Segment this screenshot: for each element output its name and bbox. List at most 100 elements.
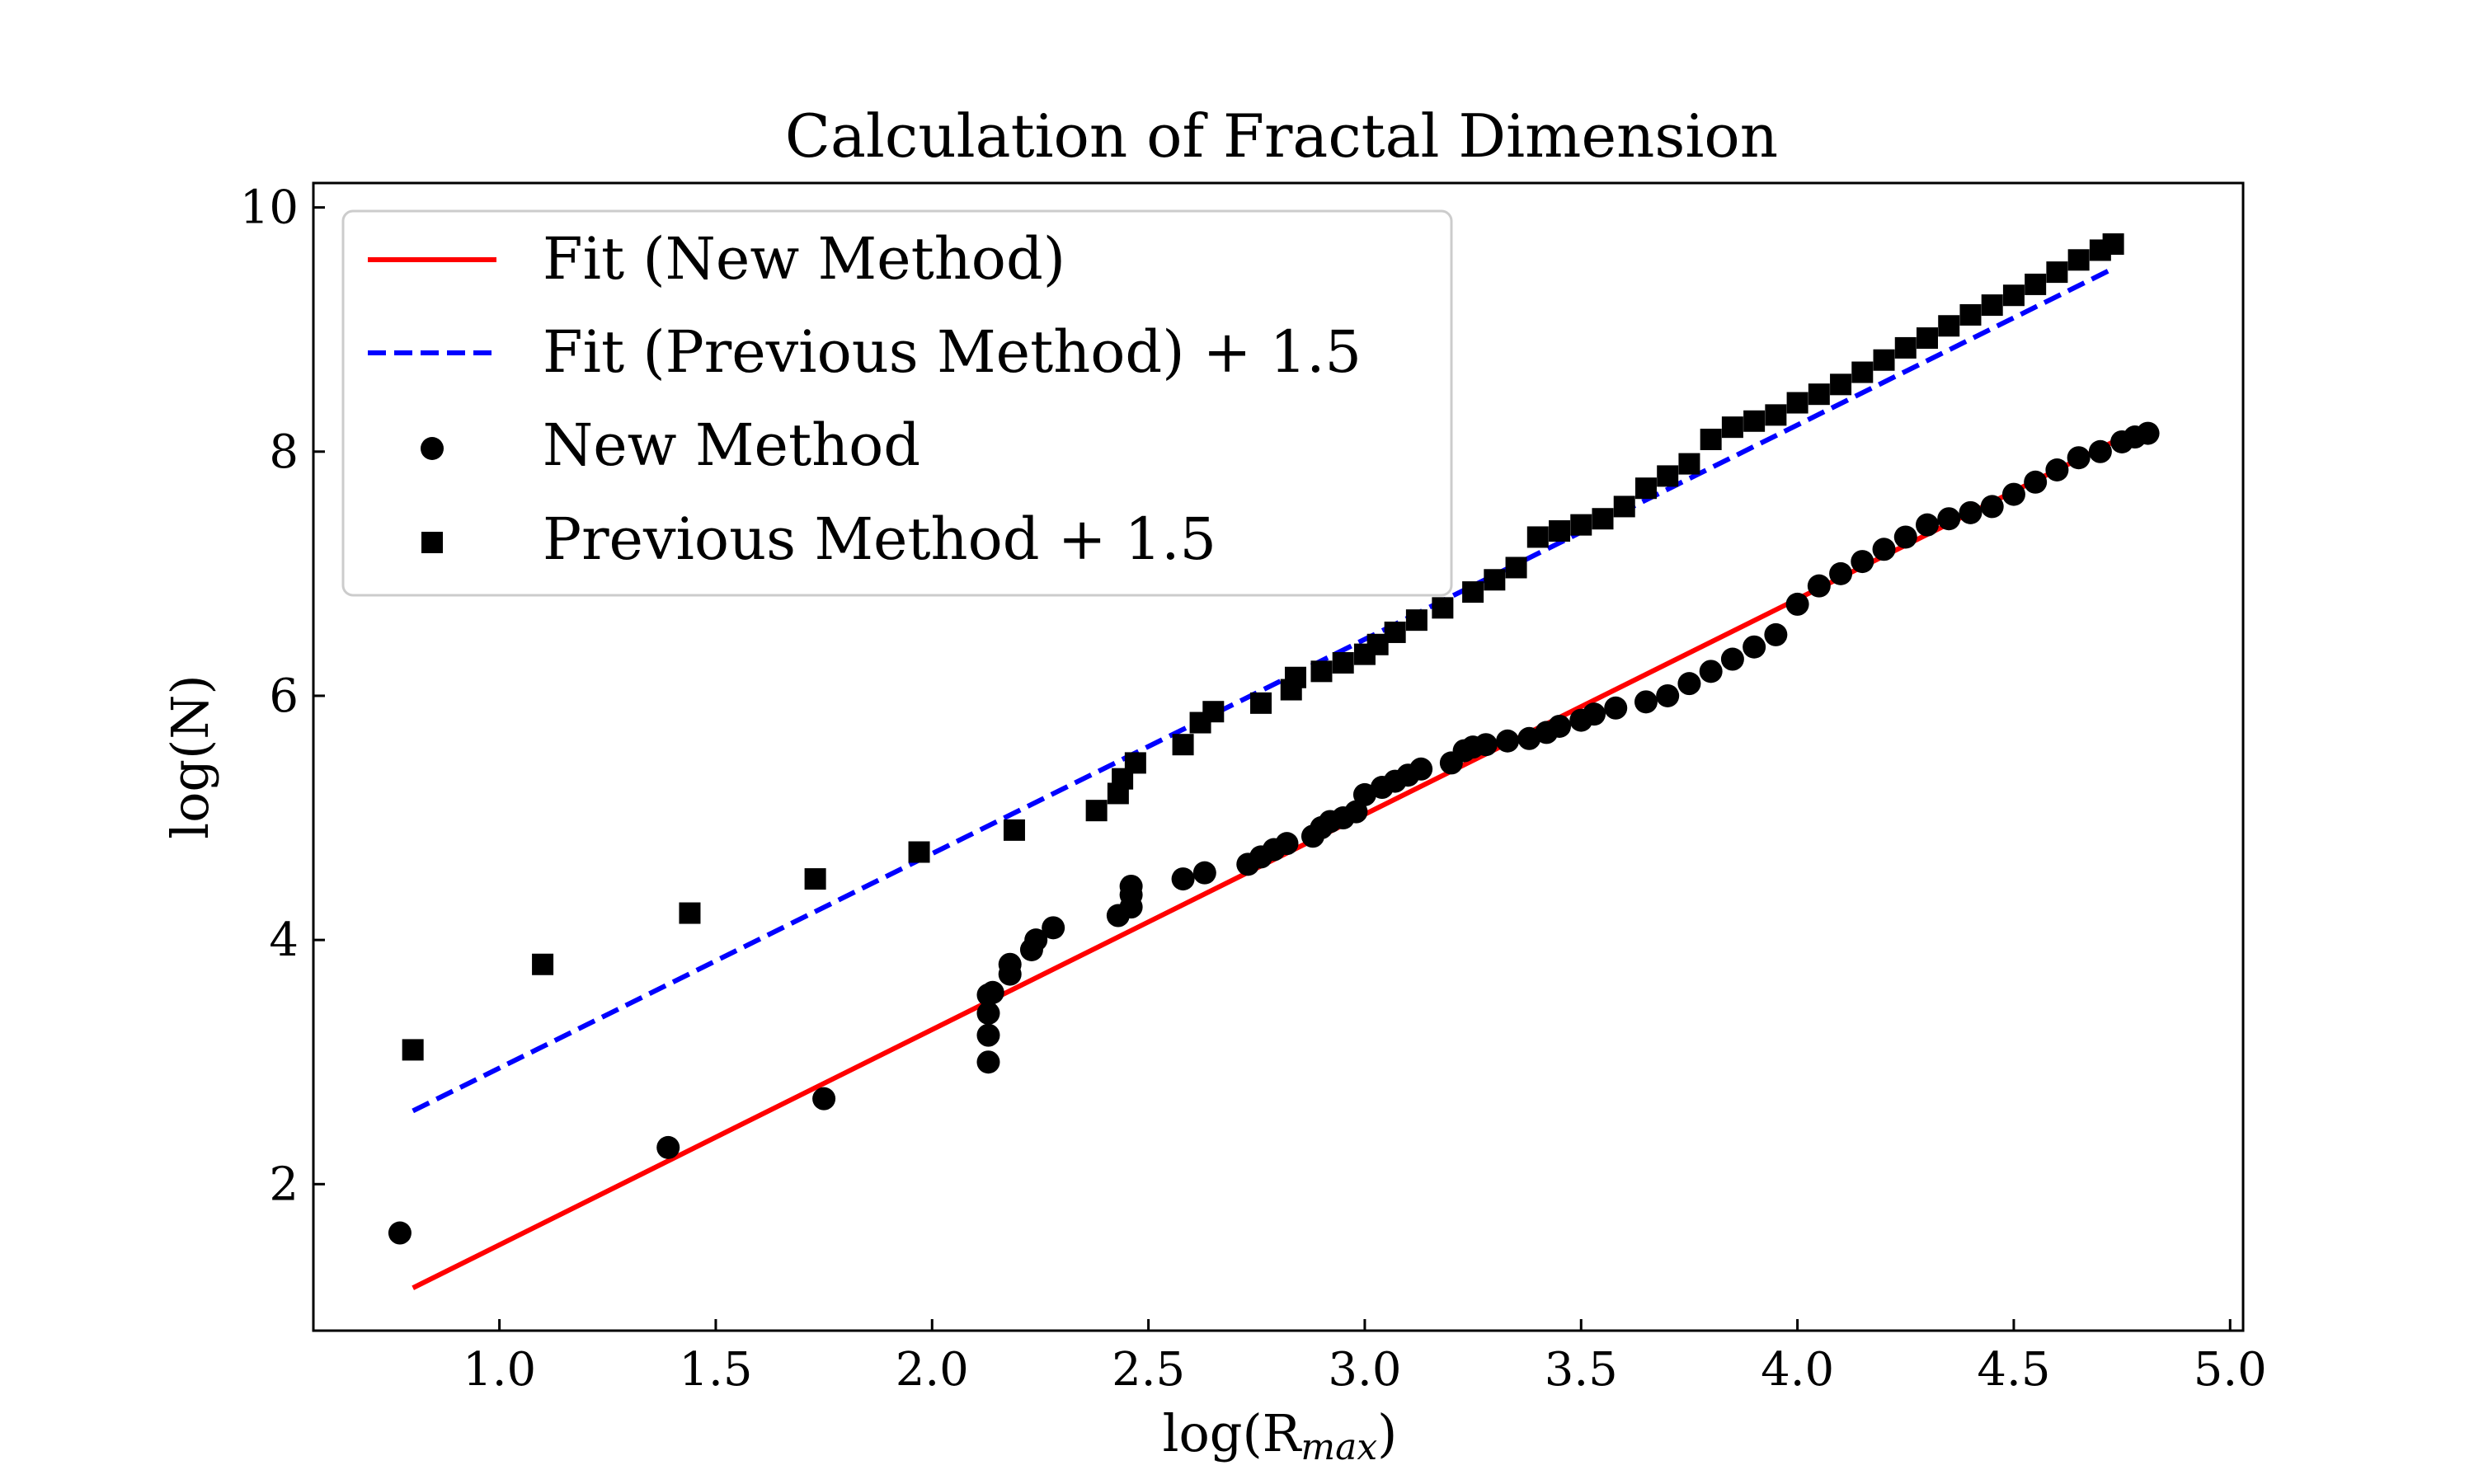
previous-method-point [2002,284,2025,307]
previous-method-point [1505,556,1527,579]
legend-label-new-method: New Method [543,411,920,479]
y-tick-label: 6 [269,669,299,723]
new-method-point [1024,928,1048,952]
new-method-point [1352,782,1376,806]
x-axis-label-close: ) [1377,1403,1397,1463]
previous-method-point [1085,800,1108,822]
new-method-point [1604,696,1628,720]
x-axis-label-subscript: max [1300,1426,1377,1468]
previous-method-point [402,1039,424,1061]
new-method-point [1344,800,1368,824]
previous-method-point [1721,416,1743,439]
new-method-point [1275,832,1299,856]
previous-method-point [1894,336,1917,359]
previous-method-point [1700,428,1722,450]
previous-method-point [1405,609,1427,632]
previous-method-point [1202,701,1225,723]
legend-label-previous-method: Previous Method + 1.5 [543,505,1216,573]
new-method-point [2024,470,2048,494]
new-method-point [1980,495,2004,519]
plot-frame [312,181,2245,1332]
new-method-point [981,980,1004,1004]
new-method-point [1743,635,1766,659]
x-tick-label: 3.0 [1328,1343,1401,1397]
previous-method-point [1634,477,1657,500]
new-method-point [1042,916,1065,940]
plot-area [388,233,2160,1290]
new-method-point [1409,757,1433,781]
new-method-point [1893,525,1917,549]
chart-title: Calculation of Fractal Dimension [785,101,1778,171]
new-method-point [388,1221,412,1245]
legend: Fit (New Method) Fit (Previous Method) +… [341,209,1453,597]
previous-method-point [1873,349,1895,371]
previous-method-point [1549,520,1571,542]
new-method-point [1785,592,1809,616]
x-tick-label: 5.0 [2194,1343,2267,1397]
new-method-point [976,1001,1000,1025]
previous-method-point [1916,327,1938,350]
previous-method-point [1570,514,1592,536]
previous-method-point [1830,373,1852,396]
new-method-point [2001,482,2025,506]
previous-method-point [1938,315,1960,337]
new-method-point [998,952,1022,976]
new-method-point [1829,561,1853,585]
previous-method-point [1003,819,1025,841]
previous-method-point [1250,692,1272,714]
new-method-point [1851,550,1874,574]
new-method-point [1583,702,1606,726]
new-method-point [1496,729,1520,753]
legend-swatch-new-method [421,437,444,460]
new-method-point [2067,446,2091,470]
previous-method-point [908,841,930,863]
y-tick-label: 8 [269,425,299,479]
new-method-point [1937,507,1961,531]
legend-label-fit-previous: Fit (Previous Method) + 1.5 [543,318,1362,386]
x-tick-label: 1.5 [679,1343,752,1397]
previous-method-point [1310,660,1333,683]
new-method-point [1634,690,1658,714]
new-method-point [1959,500,1982,524]
previous-method-point [1613,495,1635,518]
previous-method-point [1124,752,1146,774]
previous-method-point [1981,294,2003,317]
x-tick-label: 4.5 [1977,1343,2050,1397]
new-method-point [1699,660,1723,683]
previous-method-point [532,953,554,975]
new-method-point [1720,647,1744,671]
previous-method-point [679,902,701,924]
legend-label-fit-new: Fit (New Method) [543,225,1065,293]
previous-method-point [804,868,826,890]
new-method-point [1548,714,1572,738]
new-method-point [1764,622,1788,646]
previous-method-point [1332,651,1354,674]
legend-swatch-previous-method [421,532,443,553]
new-method-point [2136,421,2160,445]
x-axis-label-main: log(R [1163,1403,1303,1463]
x-axis-label: log(Rmax) [1163,1403,1398,1468]
new-method-point [976,1050,1000,1074]
x-tick-label: 3.5 [1545,1343,1618,1397]
x-tick-label: 1.0 [463,1343,536,1397]
new-method-point [1171,867,1195,891]
new-method-point [2088,439,2112,463]
previous-method-point [1678,453,1700,475]
new-method-point [1807,574,1831,598]
new-method-point [1656,683,1680,707]
new-method-point [1915,513,1939,537]
new-method-point [1474,733,1498,757]
y-tick-label: 2 [269,1158,299,1211]
new-method-point [2045,458,2069,481]
previous-method-point [1851,361,1874,383]
previous-method-point [2046,261,2068,284]
previous-method-point [1526,526,1549,548]
y-tick-label: 10 [240,181,299,235]
new-method-point [656,1135,680,1159]
y-axis: 2 4 6 8 10 [240,181,325,1211]
previous-method-point [1808,383,1830,406]
x-tick-label: 2.0 [896,1343,969,1397]
previous-method-point [1765,404,1787,426]
previous-method-point [2067,249,2090,271]
